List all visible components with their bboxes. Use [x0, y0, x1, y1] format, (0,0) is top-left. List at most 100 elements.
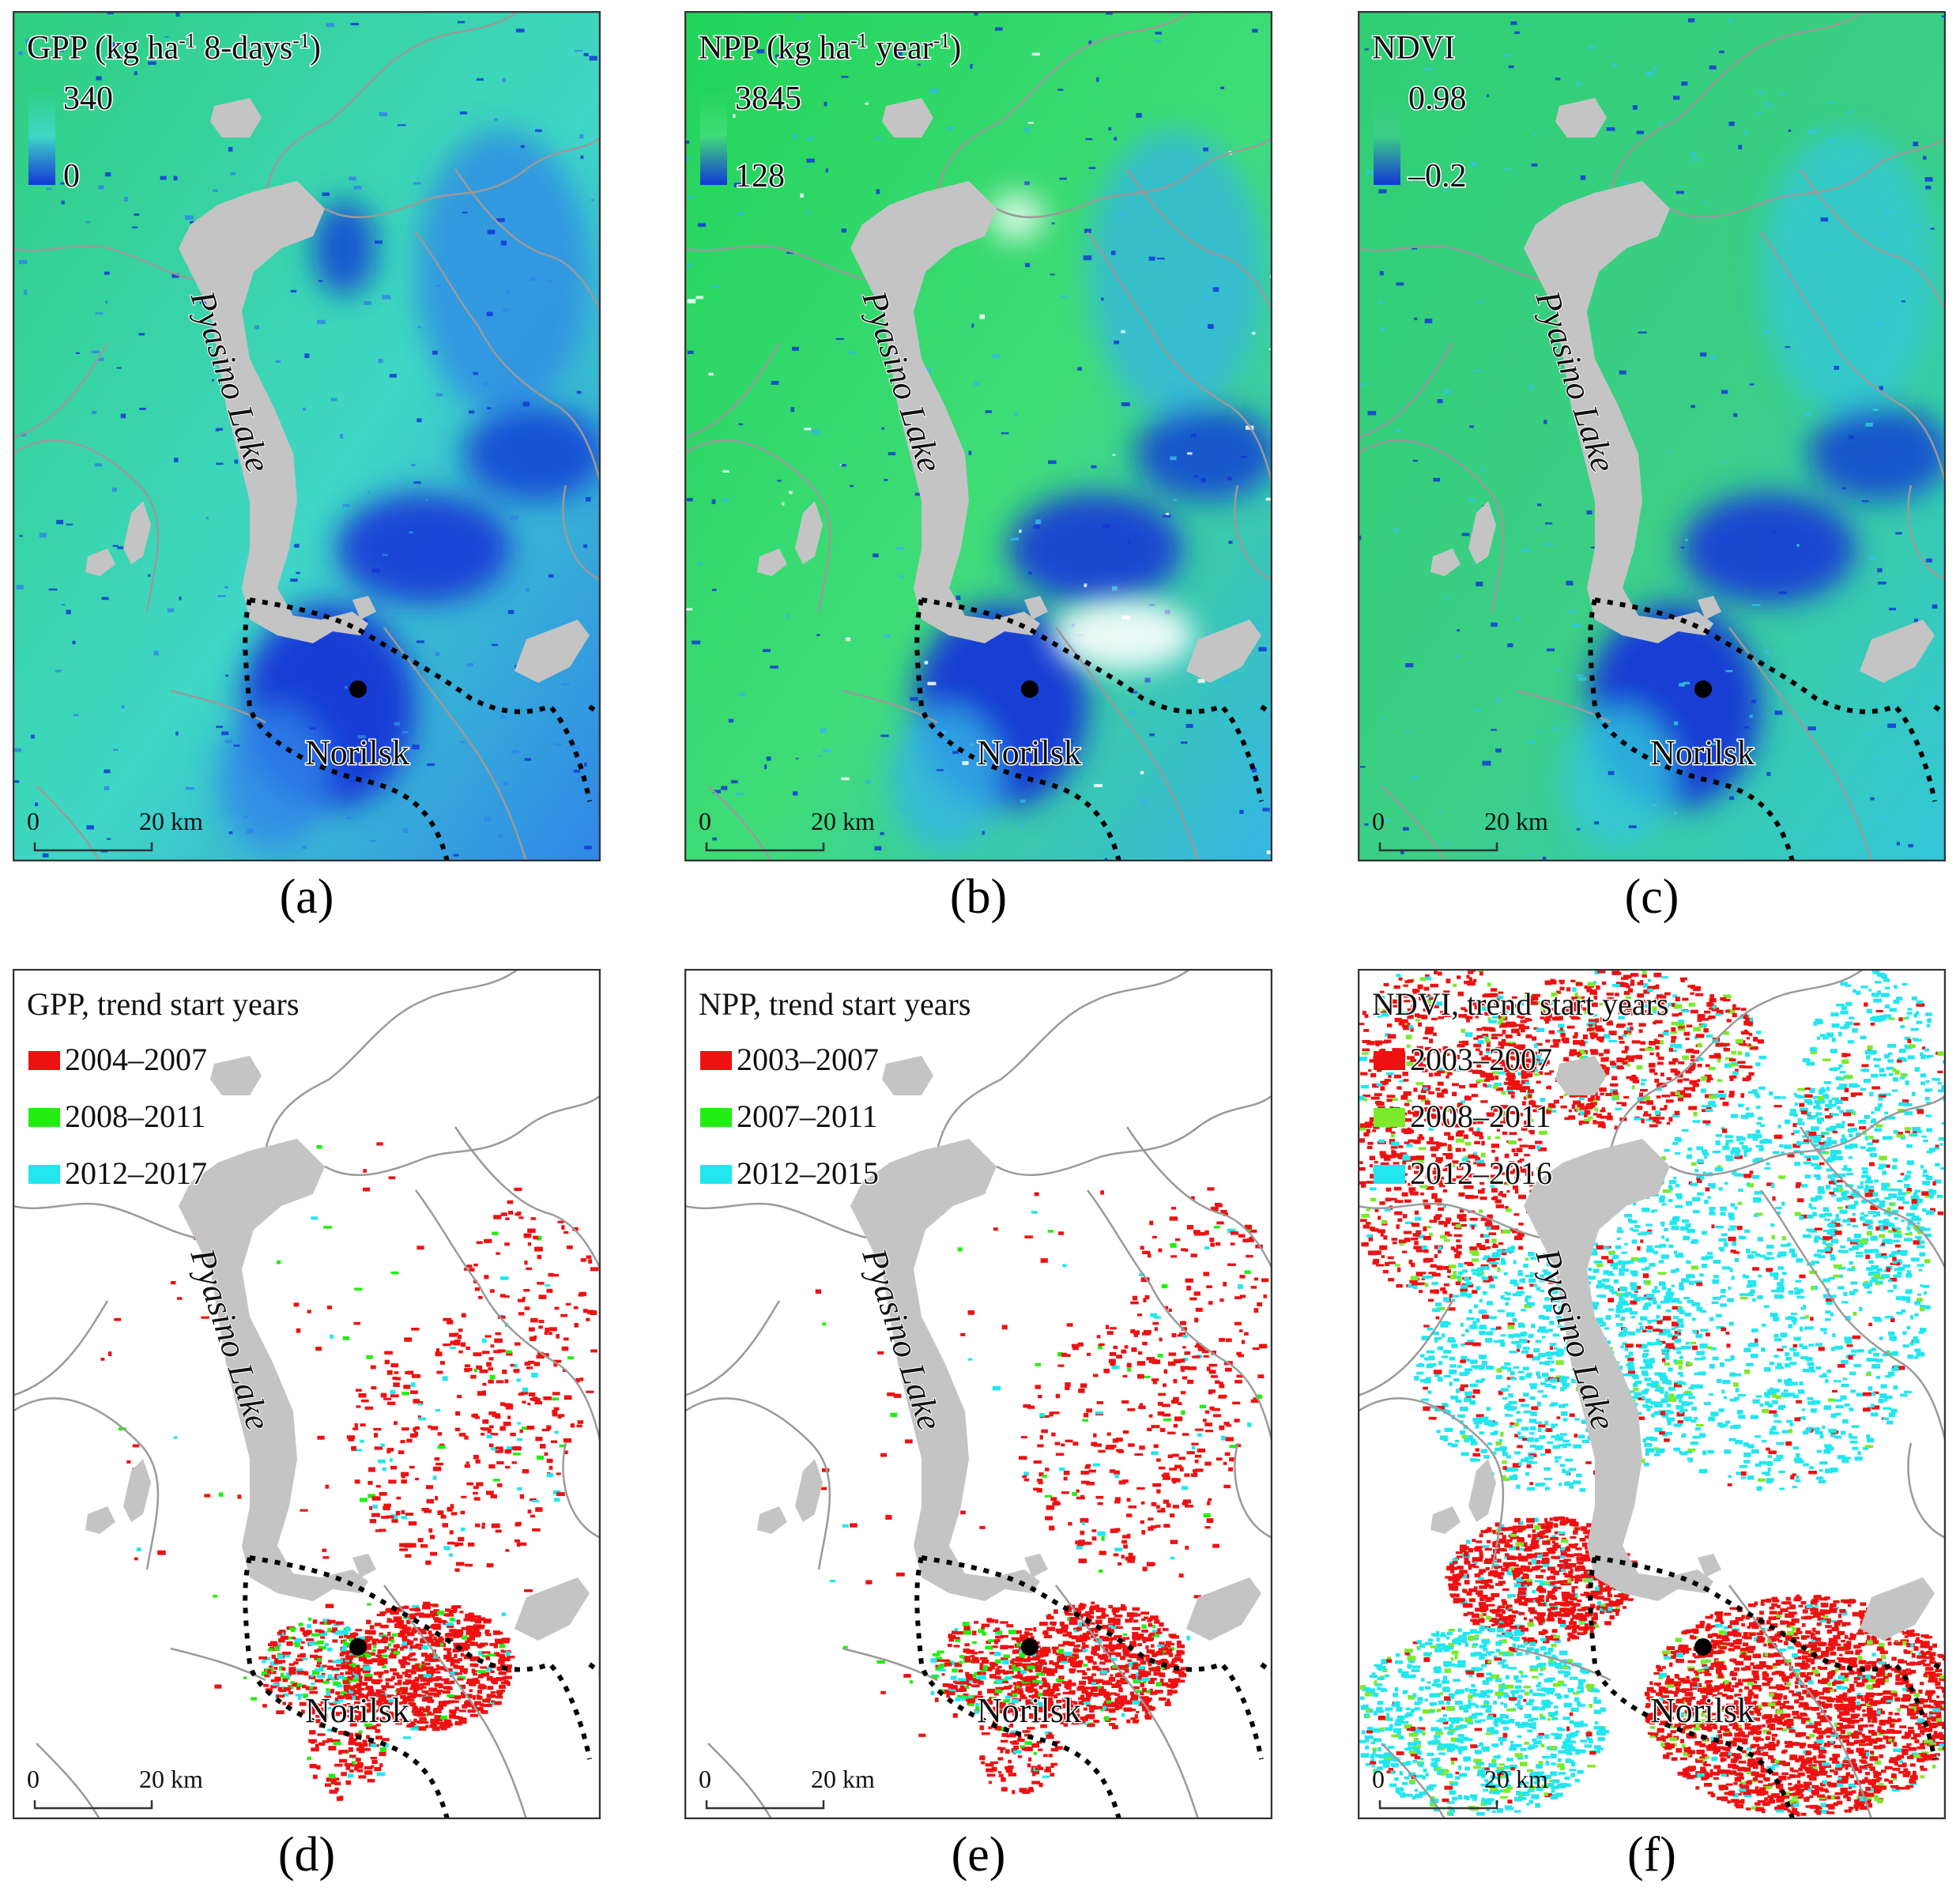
lake-shape: [514, 1577, 590, 1641]
lake-and-rivers: [13, 969, 601, 1819]
river-line: [324, 137, 601, 219]
raster-speckles: [13, 12, 601, 857]
trend-legend: GPP, trend start years 2004–2007 2008–2011…: [26, 985, 300, 1193]
river-line: [1234, 1442, 1272, 1539]
river-line: [1358, 1397, 1505, 1570]
lake-shape: [850, 1139, 1040, 1601]
river-line: [1799, 1126, 1946, 1270]
legend-entry-label: 2007–2011: [737, 1098, 878, 1134]
river-line: [13, 244, 195, 281]
lake-shape: [85, 1506, 115, 1534]
river-line: [264, 969, 519, 1151]
lake-and-rivers: [1358, 11, 1946, 861]
river-line: [1515, 689, 1611, 724]
legend-title-superscript: -1: [933, 29, 951, 52]
lake-shape: [1555, 98, 1607, 138]
scale-bar: 0 20 km: [1372, 807, 1548, 852]
river-line: [1358, 439, 1505, 612]
river-line: [1086, 232, 1272, 486]
lake-shape: [1524, 181, 1713, 643]
lake-shape: [1024, 596, 1048, 620]
legend-entry-label: 2012–2015: [737, 1155, 879, 1191]
river-line: [996, 137, 1272, 219]
city-label: Norilsk: [977, 733, 1081, 772]
lake-shape: [1555, 1056, 1607, 1095]
river-line: [1125, 1126, 1272, 1270]
city-label: Norilsk: [1650, 733, 1755, 772]
scale-bar: 0 20 km: [1372, 1765, 1548, 1810]
river-line: [1358, 342, 1454, 439]
river-line: [842, 689, 938, 724]
legend-color-ramp: [1374, 87, 1400, 185]
river-line: [684, 1202, 867, 1239]
lake-shape: [1024, 1554, 1048, 1577]
river-line: [13, 439, 160, 612]
river-line: [1609, 11, 1864, 194]
map-canvas: NDVI, trend start years 2003–2007 2008–201…: [1358, 969, 1946, 1819]
trend-pixels: [1358, 969, 1946, 1817]
map-frame: [684, 11, 1272, 861]
river-line: [1381, 1743, 1446, 1819]
legend-color-ramp: [700, 87, 727, 185]
scale-end-label: 20 km: [1484, 807, 1548, 835]
river-line: [1907, 1442, 1946, 1539]
map-panel-npp: NPP (kg ha-1 year-1) 3845 128 Pyasino Lake N…: [684, 11, 1272, 861]
lake-shape: [179, 1139, 368, 1601]
lake-shape: [1468, 501, 1496, 564]
city-label: Norilsk: [305, 1691, 409, 1730]
river-line: [684, 342, 781, 439]
legend-title: NPP, trend start years: [699, 986, 971, 1022]
lake-shape: [850, 181, 1040, 643]
legend-swatch: [1374, 1051, 1405, 1070]
legend-title: NDVI: [1372, 30, 1455, 66]
norilsk-marker: [1021, 680, 1038, 698]
river-line: [1669, 1095, 1946, 1177]
legend-title-superscript: -1: [850, 29, 868, 52]
scale-bar: 0 20 km: [27, 1765, 203, 1810]
river-line: [36, 1743, 101, 1819]
map-panel-npp-trend: NPP, trend start years 2003–2007 2007–2011…: [684, 969, 1272, 1819]
lake-shape: [179, 181, 368, 643]
river-line: [684, 439, 831, 612]
legend-swatch: [700, 1051, 732, 1070]
map-canvas: NPP, trend start years 2003–2007 2007–2011…: [684, 969, 1272, 1819]
lake-shape: [1860, 1577, 1935, 1641]
legend-title: NPP (kg ha-1 year-1): [699, 29, 961, 67]
scale-bar: 0 20 km: [699, 807, 875, 852]
scale-start-label: 0: [1372, 807, 1385, 835]
caption-b: (b): [949, 870, 1008, 924]
lake-shape: [757, 548, 787, 576]
norilsk-marker: [349, 1638, 367, 1656]
legend-title-part: GPP (kg ha: [27, 30, 179, 66]
legend-color-ramp: [28, 87, 55, 185]
river-line: [13, 342, 109, 439]
legend-entry-label: 2003–2007: [737, 1042, 879, 1077]
legend-max-value: 0.98: [1408, 81, 1467, 117]
lake-shape: [123, 1459, 151, 1522]
river-line: [1609, 969, 1864, 1151]
map-canvas: GPP, trend start years 2004–2007 2008–2011…: [13, 969, 601, 1819]
lake-and-rivers: [684, 969, 1272, 1819]
legend-title-part: NPP (kg ha: [699, 30, 850, 66]
river-line: [1234, 484, 1272, 582]
map-panel-ndvi-trend: NDVI, trend start years 2003–2007 2008–201…: [1358, 969, 1946, 1819]
river-line: [1759, 232, 1946, 486]
river-line: [170, 689, 266, 724]
river-line: [1358, 1300, 1454, 1397]
legend-title-part: year: [868, 30, 933, 66]
river-line: [1728, 627, 1873, 861]
legend-title-superscript: -1: [292, 29, 310, 52]
river-line: [562, 1442, 601, 1539]
river-line: [170, 1647, 266, 1682]
caption-a: (a): [279, 870, 334, 924]
low-value-areas: [1563, 130, 1946, 849]
river-line: [684, 1397, 831, 1570]
map-frame: [13, 969, 601, 1819]
river-line: [684, 1300, 781, 1397]
river-line: [996, 1095, 1272, 1177]
river-line: [324, 1095, 601, 1177]
